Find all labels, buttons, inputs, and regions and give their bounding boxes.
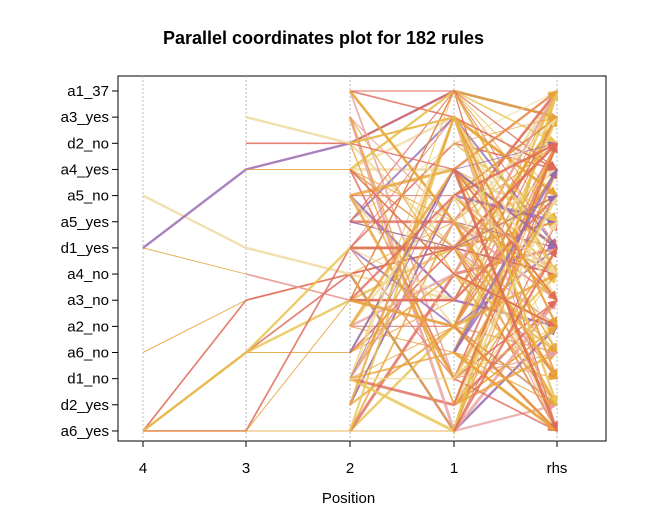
x-tick-label: 2 bbox=[346, 460, 354, 477]
rule-line bbox=[453, 90, 558, 170]
y-tick-label: a5_yes bbox=[61, 214, 109, 231]
y-tick-label: d2_yes bbox=[61, 397, 109, 414]
y-tick-label: d2_no bbox=[67, 135, 109, 152]
y-tick-label: a3_no bbox=[67, 292, 109, 309]
rule-line bbox=[452, 168, 559, 432]
y-tick-label: a1_37 bbox=[67, 83, 109, 100]
y-tick-label: a2_no bbox=[67, 318, 109, 335]
x-tick-label: 1 bbox=[450, 460, 458, 477]
y-tick-label: a6_yes bbox=[61, 423, 109, 440]
y-tick-label: d1_no bbox=[67, 371, 109, 388]
x-tick-label: rhs bbox=[547, 460, 568, 477]
y-tick-label: a4_no bbox=[67, 266, 109, 283]
x-tick-label: 4 bbox=[139, 460, 147, 477]
rule-line bbox=[453, 351, 558, 406]
y-tick-label: a3_yes bbox=[61, 109, 109, 126]
rule-line bbox=[350, 220, 558, 380]
x-axis-title: Position bbox=[321, 490, 376, 507]
chart-title: Parallel coordinates plot for 182 rules bbox=[162, 28, 485, 48]
y-tick-label: a6_no bbox=[67, 345, 109, 362]
rule-line bbox=[452, 247, 559, 432]
rule-line bbox=[349, 116, 558, 406]
x-tick-label: 3 bbox=[242, 460, 250, 477]
y-tick-label: a5_no bbox=[67, 188, 109, 205]
y-tick-label: a4_yes bbox=[61, 161, 109, 178]
rule-line bbox=[453, 403, 558, 433]
y-tick-label: d1_yes bbox=[61, 240, 109, 257]
rule-line bbox=[453, 351, 558, 433]
plot-frame bbox=[117, 75, 607, 442]
